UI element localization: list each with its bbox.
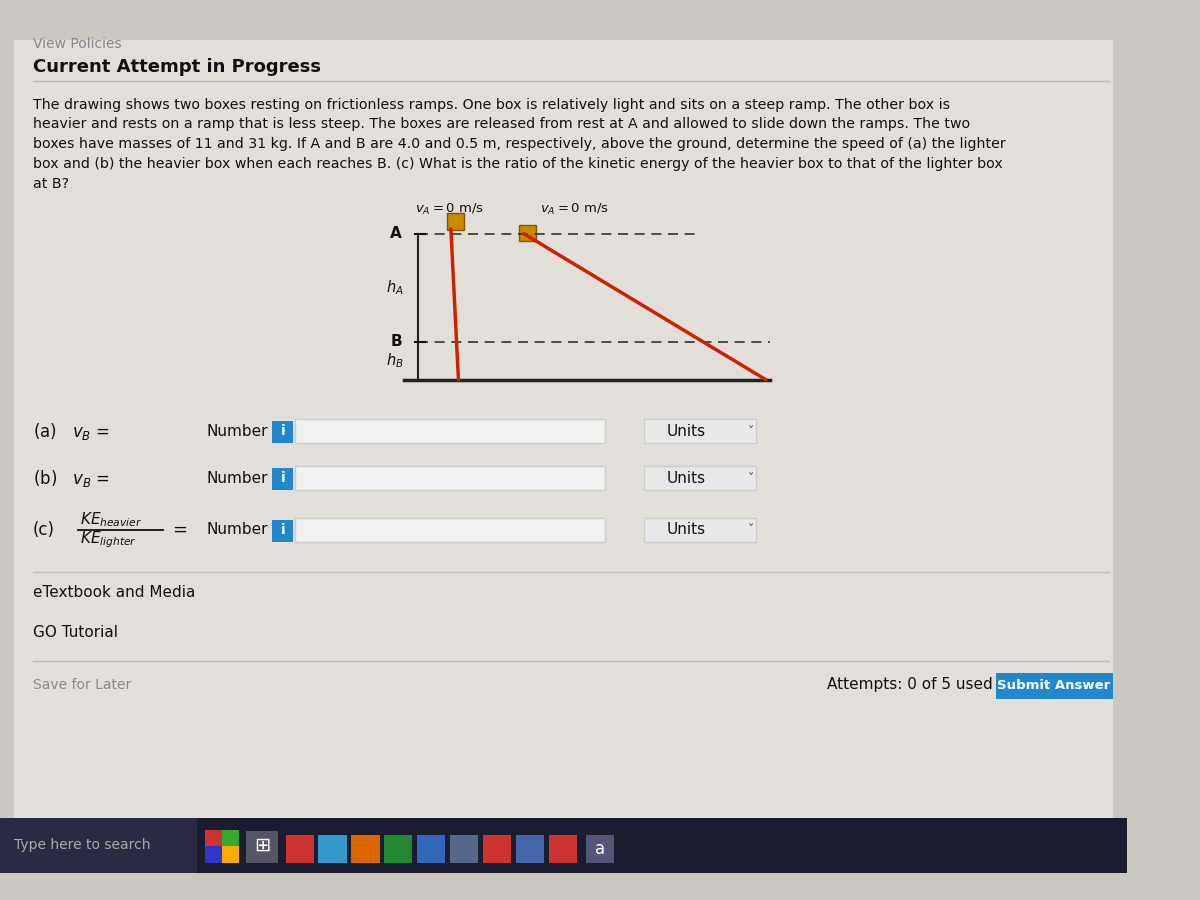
Text: Number: Number: [206, 522, 268, 537]
Bar: [384, 835, 413, 863]
Text: $KE_{lighter}$: $KE_{lighter}$: [80, 530, 137, 551]
Bar: [0, 818, 197, 873]
Bar: [418, 835, 445, 863]
Bar: [205, 830, 222, 846]
Text: Current Attempt in Progress: Current Attempt in Progress: [32, 58, 320, 76]
Text: Attempts: 0 of 5 used: Attempts: 0 of 5 used: [827, 678, 992, 692]
Text: =: =: [172, 521, 187, 539]
Text: Units: Units: [667, 424, 706, 438]
Bar: [996, 672, 1114, 699]
Text: eTextbook and Media: eTextbook and Media: [32, 585, 196, 600]
Bar: [295, 419, 605, 444]
Bar: [272, 421, 293, 444]
Bar: [520, 224, 536, 241]
Bar: [246, 832, 278, 863]
Text: Number: Number: [206, 424, 268, 438]
Bar: [448, 213, 464, 230]
Text: i: i: [281, 523, 286, 537]
Text: box and (b) the heavier box when each reaches B. (c) What is the ratio of the ki: box and (b) the heavier box when each re…: [32, 157, 1003, 171]
Text: Type here to search: Type here to search: [14, 839, 150, 852]
Text: $h_B$: $h_B$: [386, 351, 404, 370]
Text: Units: Units: [667, 471, 706, 486]
Bar: [205, 830, 239, 863]
Text: boxes have masses of 11 and 31 kg. If A and B are 4.0 and 0.5 m, respectively, a: boxes have masses of 11 and 31 kg. If A …: [32, 137, 1006, 151]
Text: (c): (c): [32, 521, 55, 539]
Bar: [450, 835, 478, 863]
Bar: [548, 835, 577, 863]
Bar: [222, 830, 239, 846]
Bar: [482, 835, 511, 863]
Text: A: A: [390, 227, 402, 241]
Bar: [586, 835, 614, 863]
Text: Submit Answer: Submit Answer: [997, 680, 1111, 692]
Text: ˅: ˅: [748, 425, 754, 437]
Text: at B?: at B?: [32, 176, 70, 191]
Bar: [286, 835, 313, 863]
Text: ˅: ˅: [748, 472, 754, 485]
Text: a: a: [595, 841, 605, 859]
Bar: [643, 518, 756, 542]
Text: ⊞: ⊞: [254, 836, 270, 855]
Text: GO Tutorial: GO Tutorial: [32, 625, 118, 640]
Bar: [643, 419, 756, 444]
Bar: [222, 846, 239, 863]
Bar: [0, 818, 1127, 873]
Bar: [205, 846, 222, 863]
Text: i: i: [281, 424, 286, 438]
Text: $v_A = 0$ m/s: $v_A = 0$ m/s: [415, 202, 485, 217]
Text: $h_A$: $h_A$: [386, 279, 404, 297]
Text: Units: Units: [667, 522, 706, 537]
Bar: [318, 835, 347, 863]
Text: View Policies: View Policies: [32, 37, 121, 51]
Text: Save for Later: Save for Later: [32, 678, 131, 692]
Bar: [352, 835, 379, 863]
Text: $KE_{heavier}$: $KE_{heavier}$: [80, 510, 142, 529]
Text: i: i: [281, 472, 286, 485]
Bar: [272, 519, 293, 542]
Text: The drawing shows two boxes resting on frictionless ramps. One box is relatively: The drawing shows two boxes resting on f…: [32, 98, 950, 112]
Bar: [272, 468, 293, 490]
Text: (b)   $v_B$ =: (b) $v_B$ =: [32, 468, 110, 489]
Text: B: B: [390, 335, 402, 349]
Bar: [295, 518, 605, 542]
Text: ˅: ˅: [748, 524, 754, 536]
Text: (a)   $v_B$ =: (a) $v_B$ =: [32, 420, 109, 442]
Bar: [643, 466, 756, 490]
Text: $v_A = 0$ m/s: $v_A = 0$ m/s: [540, 202, 610, 217]
Text: Number: Number: [206, 471, 268, 486]
Bar: [516, 835, 544, 863]
Bar: [295, 466, 605, 490]
Text: heavier and rests on a ramp that is less steep. The boxes are released from rest: heavier and rests on a ramp that is less…: [32, 117, 970, 131]
